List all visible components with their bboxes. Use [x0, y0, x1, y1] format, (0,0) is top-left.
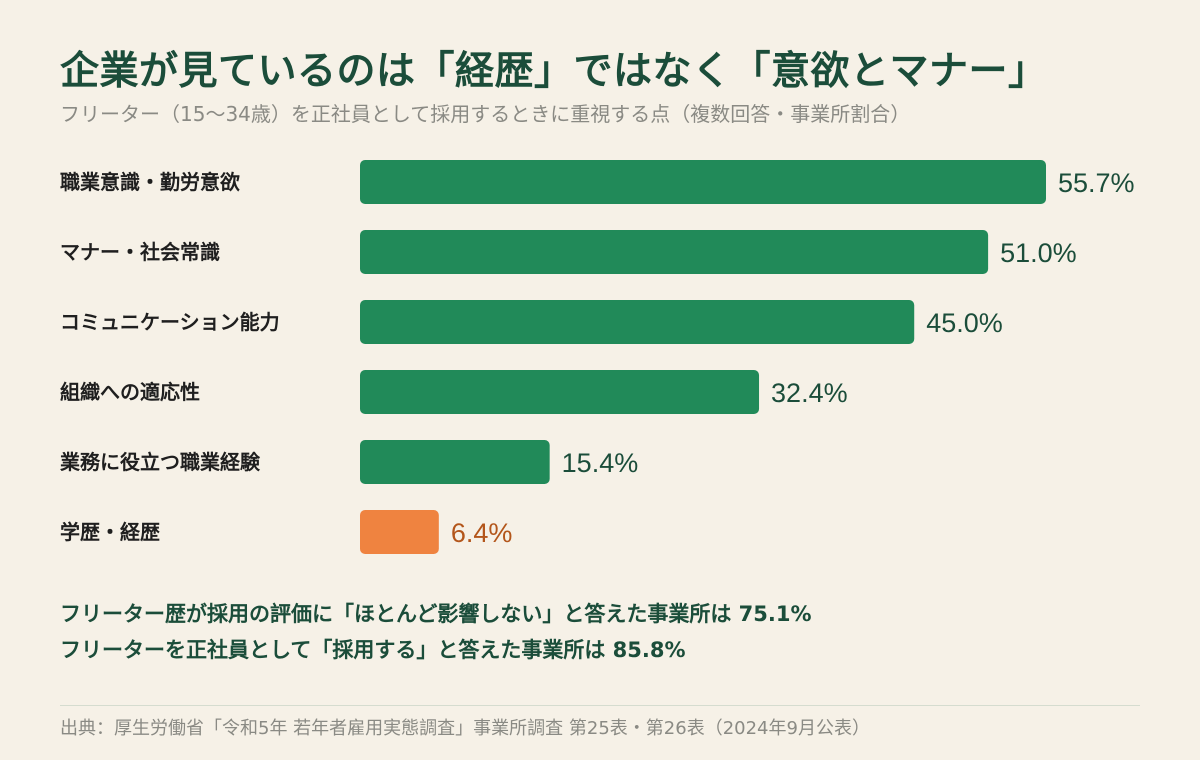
category-label: 業務に役立つ職業経験	[60, 450, 261, 474]
bar	[360, 510, 439, 554]
value-label: 51.0%	[1000, 238, 1077, 268]
chart-subtitle: フリーター（15〜34歳）を正社員として採用するときに重視する点（複数回答・事業…	[60, 102, 911, 126]
value-label: 45.0%	[926, 308, 1003, 338]
value-label: 55.7%	[1058, 168, 1135, 198]
bar	[360, 230, 989, 274]
category-label: 学歴・経歴	[60, 520, 160, 544]
chart-title: 企業が見ているのは「経歴」ではなく「意欲とマナー」	[60, 49, 1048, 94]
value-label: 6.4%	[451, 518, 513, 548]
bar	[360, 160, 1046, 204]
category-label: マナー・社会常識	[60, 240, 220, 264]
source-citation: 出典：厚生労働省「令和5年 若年者雇用実態調査」事業所調査 第25表・第26表（…	[60, 718, 870, 739]
note-freeter-history: フリーター歴が採用の評価に「ほとんど影響しない」と答えた事業所は 75.1%	[60, 602, 812, 626]
bar-chart: 職業意識・勤労意欲 55.7% マナー・社会常識 51.0% コミュニケーション能力 45…	[60, 160, 1135, 554]
bar	[360, 370, 760, 414]
category-label: 組織への適応性	[60, 380, 200, 404]
value-label: 15.4%	[562, 448, 639, 478]
category-label: 職業意識・勤労意欲	[60, 170, 240, 194]
value-label: 32.4%	[771, 378, 848, 408]
note-hiring-rate: フリーターを正社員として「採用する」と答えた事業所は 85.8%	[60, 638, 686, 662]
bar	[360, 300, 915, 344]
bar	[360, 440, 550, 484]
category-label: コミュニケーション能力	[60, 310, 280, 334]
divider	[60, 705, 1140, 706]
